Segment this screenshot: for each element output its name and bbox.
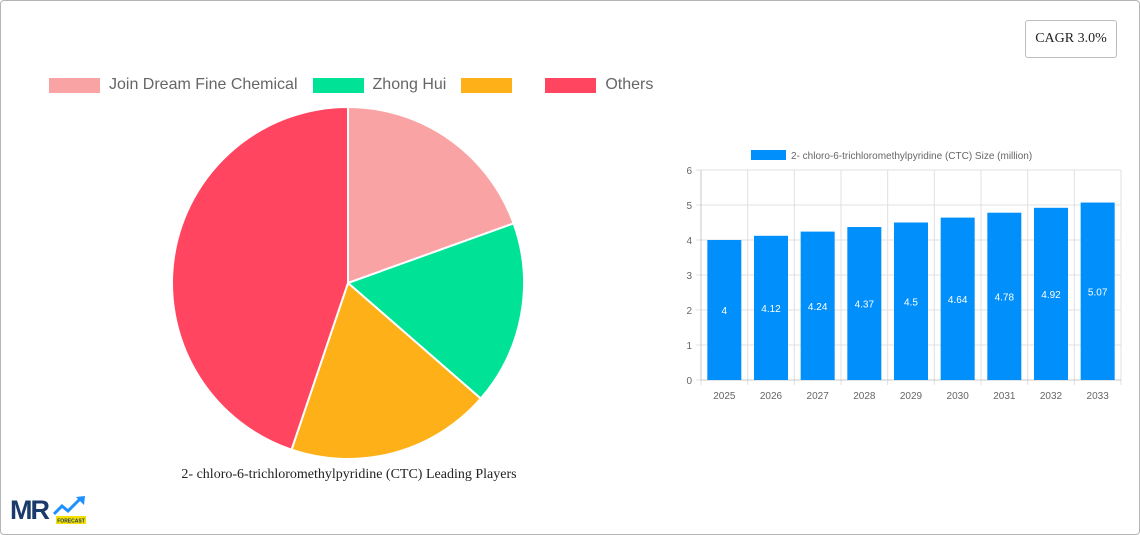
bar-data-label: 4.78 <box>995 292 1015 303</box>
y-tick-label: 4 <box>686 236 692 247</box>
pie-slice[interactable] <box>347 105 515 285</box>
bar-data-label: 4.5 <box>904 297 918 308</box>
svg-text:MR: MR <box>10 495 49 525</box>
legend-item-unnamed[interactable] <box>461 77 521 93</box>
y-tick-label: 0 <box>686 376 692 387</box>
svg-text:2- chloro-6-trichloromethylpyr: 2- chloro-6-trichloromethylpyridine (CTC… <box>791 151 1032 162</box>
bar[interactable] <box>707 240 742 380</box>
x-tick-label: 2028 <box>853 391 876 402</box>
bar-svg: 2- chloro-6-trichloromethylpyridine (CTC… <box>686 150 1122 402</box>
bar-chart: 2- chloro-6-trichloromethylpyridine (CTC… <box>660 140 1130 415</box>
legend-swatch <box>312 77 364 93</box>
pie-slice[interactable] <box>171 105 349 451</box>
bar[interactable] <box>1034 207 1068 380</box>
logo-icon: MR FORECAST <box>10 495 86 525</box>
pie-chart <box>170 105 530 470</box>
bar[interactable] <box>847 227 882 380</box>
legend-item-join-dream[interactable]: Join Dream Fine Chemical <box>49 76 298 94</box>
y-tick-label: 1 <box>686 341 692 352</box>
bar[interactable] <box>987 212 1022 380</box>
pie-slice[interactable] <box>290 281 483 460</box>
pie-legend: Join Dream Fine Chemical Zhong Hui Other… <box>49 75 668 95</box>
y-tick-label: 5 <box>686 201 692 212</box>
y-tick-label: 6 <box>686 166 692 177</box>
y-tick-label: 3 <box>686 271 692 282</box>
bar[interactable] <box>894 222 928 381</box>
legend-swatch <box>545 77 597 93</box>
y-tick-label: 2 <box>686 306 692 317</box>
bar-data-label: 4 <box>722 306 728 317</box>
cagr-badge: CAGR 3.0% <box>1025 20 1117 58</box>
legend-swatch <box>461 77 513 93</box>
bar[interactable] <box>754 235 788 380</box>
pie-slice[interactable] <box>346 222 525 400</box>
x-tick-label: 2030 <box>947 391 970 402</box>
legend-item-others[interactable]: Others <box>545 76 653 94</box>
bar-data-label: 4.64 <box>948 295 968 306</box>
bar-legend[interactable]: 2- chloro-6-trichloromethylpyridine (CTC… <box>751 150 1032 162</box>
pie-caption: 2- chloro-6-trichloromethylpyridine (CTC… <box>181 467 517 482</box>
legend-label: Join Dream Fine Chemical <box>109 76 298 93</box>
bar-data-label: 4.92 <box>1041 290 1061 301</box>
legend-label: Others <box>605 76 654 93</box>
bar-data-label: 4.12 <box>761 304 781 315</box>
x-tick-label: 2033 <box>1087 391 1110 402</box>
x-tick-label: 2032 <box>1040 391 1063 402</box>
x-tick-label: 2029 <box>900 391 923 402</box>
cagr-label: CAGR 3.0% <box>1035 31 1107 46</box>
x-tick-label: 2025 <box>713 391 736 402</box>
x-tick-label: 2031 <box>993 391 1016 402</box>
pie-svg <box>171 105 525 460</box>
x-tick-label: 2026 <box>760 391 783 402</box>
bar[interactable] <box>940 217 975 380</box>
legend-item-zhong-hui[interactable]: Zhong Hui <box>312 76 447 94</box>
bar-data-label: 4.37 <box>855 300 875 311</box>
legend-label: Zhong Hui <box>372 76 447 93</box>
x-tick-label: 2027 <box>807 391 830 402</box>
bar-data-label: 5.07 <box>1088 287 1108 298</box>
svg-text:FORECAST: FORECAST <box>57 519 85 525</box>
legend-swatch <box>49 77 100 93</box>
bar[interactable] <box>800 231 835 380</box>
mr-forecast-logo: MR FORECAST <box>10 494 90 531</box>
bar-data-label: 4.24 <box>808 302 828 313</box>
bar[interactable] <box>1080 202 1115 380</box>
